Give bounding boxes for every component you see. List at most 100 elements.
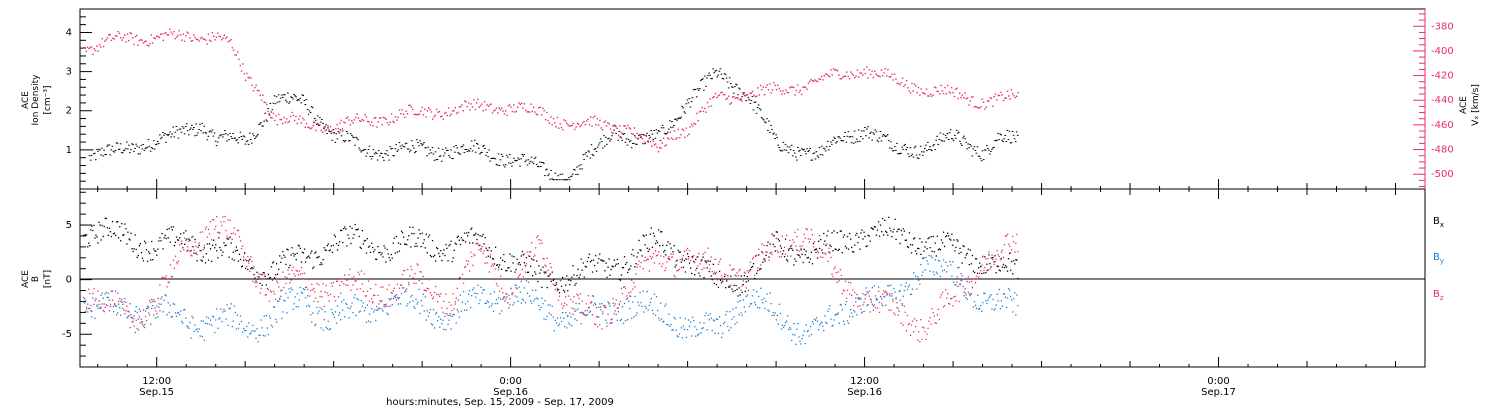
velocity-point bbox=[156, 35, 158, 38]
density-point bbox=[426, 155, 428, 157]
density-point bbox=[940, 139, 943, 141]
bx-point bbox=[883, 234, 885, 236]
by-point bbox=[621, 306, 624, 308]
by-point bbox=[500, 298, 502, 300]
bz-point bbox=[869, 311, 871, 313]
density-point bbox=[603, 135, 605, 137]
velocity-point bbox=[1000, 91, 1002, 93]
velocity-point bbox=[408, 104, 410, 107]
bz-point bbox=[982, 255, 984, 257]
by-point bbox=[501, 310, 503, 312]
by-point bbox=[542, 302, 544, 305]
density-point bbox=[361, 150, 363, 152]
bx-point bbox=[198, 244, 200, 246]
bz-point bbox=[200, 249, 202, 252]
by-point bbox=[165, 295, 167, 297]
velocity-point bbox=[692, 125, 694, 127]
by-point bbox=[371, 308, 373, 310]
density-point bbox=[560, 179, 563, 181]
bz-point bbox=[809, 238, 811, 240]
by-point bbox=[389, 305, 391, 307]
bx-point bbox=[588, 253, 591, 255]
bx-point bbox=[937, 249, 939, 251]
by-point bbox=[984, 292, 986, 295]
density-point bbox=[887, 139, 890, 141]
density-point bbox=[97, 150, 99, 152]
bx-point bbox=[510, 270, 512, 272]
bx-point bbox=[790, 245, 792, 247]
bz-point bbox=[541, 242, 543, 244]
bx-point bbox=[120, 240, 122, 242]
bx-point bbox=[275, 274, 277, 276]
bz-point bbox=[812, 246, 815, 248]
by-point bbox=[857, 297, 859, 299]
bx-point bbox=[734, 290, 736, 292]
bz-point bbox=[690, 259, 692, 262]
bz-point bbox=[284, 276, 286, 278]
velocity-point bbox=[109, 33, 111, 36]
by-point bbox=[367, 320, 370, 322]
bz-point bbox=[644, 256, 646, 258]
velocity-point bbox=[462, 110, 464, 112]
bz-point bbox=[140, 321, 143, 323]
bx-point bbox=[906, 246, 909, 248]
bx-point bbox=[1007, 258, 1010, 260]
bz-point bbox=[1004, 235, 1007, 237]
density-point bbox=[803, 148, 805, 150]
by-point bbox=[838, 322, 840, 324]
density-point bbox=[185, 123, 188, 125]
by-point bbox=[833, 319, 835, 321]
bx-point bbox=[494, 246, 497, 248]
bx-point bbox=[406, 244, 408, 246]
bz-point bbox=[404, 269, 406, 272]
bz-point bbox=[300, 266, 303, 269]
bz-point bbox=[229, 219, 231, 221]
bx-point bbox=[809, 258, 811, 260]
velocity-point bbox=[839, 78, 841, 80]
density-point bbox=[449, 156, 451, 158]
velocity-point bbox=[984, 108, 986, 110]
bz-point bbox=[994, 261, 996, 263]
bz-point bbox=[133, 325, 135, 327]
density-point bbox=[656, 132, 659, 134]
density-point bbox=[388, 159, 390, 161]
velocity-point bbox=[859, 72, 861, 74]
velocity-point bbox=[388, 124, 390, 126]
velocity-point bbox=[717, 95, 719, 97]
velocity-point bbox=[191, 39, 194, 42]
density-point bbox=[416, 139, 418, 141]
density-point bbox=[517, 157, 519, 159]
by-point bbox=[346, 303, 348, 306]
density-point bbox=[268, 113, 271, 115]
density-point bbox=[153, 148, 156, 150]
bx-point bbox=[291, 247, 293, 249]
bz-point bbox=[988, 251, 990, 253]
bz-point bbox=[913, 331, 915, 333]
bx-point bbox=[286, 248, 288, 250]
density-point bbox=[428, 153, 431, 155]
velocity-point bbox=[594, 115, 596, 117]
density-point bbox=[768, 120, 770, 122]
by-point bbox=[647, 309, 649, 311]
by-point bbox=[216, 308, 218, 310]
bx-point bbox=[598, 258, 600, 260]
bz-point bbox=[511, 294, 513, 296]
by-point bbox=[688, 325, 691, 327]
bx-point bbox=[422, 242, 424, 244]
by-point bbox=[985, 300, 987, 302]
bx-point bbox=[601, 259, 603, 261]
density-point bbox=[1013, 138, 1016, 140]
bx-point bbox=[988, 254, 990, 256]
by-point bbox=[979, 307, 981, 310]
velocity-point bbox=[766, 84, 768, 86]
bx-point bbox=[950, 239, 952, 241]
by-point bbox=[677, 336, 679, 338]
bx-point bbox=[920, 253, 922, 255]
velocity-point bbox=[690, 123, 693, 125]
by-point bbox=[725, 314, 727, 316]
time-tick-label: 12:00 bbox=[142, 376, 171, 387]
bx-point bbox=[611, 265, 613, 267]
bz-point bbox=[454, 301, 456, 303]
velocity-point bbox=[373, 117, 375, 119]
bx-point bbox=[637, 252, 639, 254]
